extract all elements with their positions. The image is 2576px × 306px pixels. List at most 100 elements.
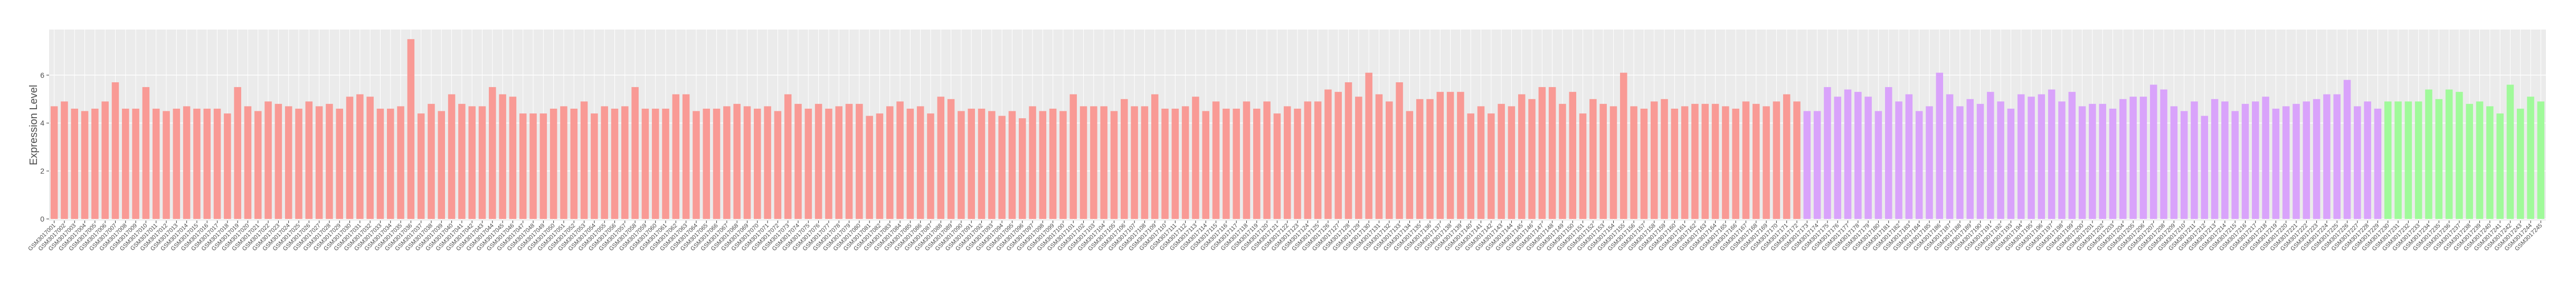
bar [693,111,700,219]
bar [1161,108,1169,219]
bar [1518,94,1526,219]
bar [1976,103,1984,219]
bar [1223,108,1230,219]
bar [591,113,598,219]
bar [906,108,914,219]
bar [1620,72,1627,219]
bar [825,108,832,219]
bar [2364,101,2371,219]
bar [376,108,384,219]
bar [1110,111,1118,219]
bar [336,108,343,219]
bar [2496,113,2504,219]
bar [662,108,669,219]
bar [1171,108,1179,219]
bar [2323,94,2331,219]
bar [2149,84,2157,219]
bar [1202,111,1210,219]
bar [2160,89,2167,219]
bar [1426,99,1434,219]
bar [1579,113,1587,219]
bar [478,106,486,219]
bar [458,103,466,219]
bar [2516,108,2524,219]
bar [1824,87,1831,219]
bar [815,103,822,219]
bar [631,87,639,219]
bar [723,106,731,219]
bar [101,101,109,219]
bar [1773,101,1781,219]
bar [1936,72,1944,219]
bar [2221,101,2229,219]
bar [397,106,404,219]
bar [1895,101,1902,219]
bar [1884,87,1892,219]
bar [315,106,323,219]
bar [2241,103,2249,219]
bar [142,87,150,219]
bar [438,111,446,219]
bar [2058,101,2066,219]
bar [264,101,272,219]
bar [856,103,863,219]
bar [1498,103,1505,219]
bar [71,108,79,219]
bar [2445,89,2453,219]
bar [1946,94,1954,219]
bar [2201,116,2209,219]
bar [1783,94,1791,219]
bar [1528,99,1536,219]
bar [91,108,99,219]
bar [743,106,751,219]
bar [621,106,629,219]
bar [978,108,986,219]
bar [1844,89,1852,219]
bar [2435,99,2443,219]
bar [1753,103,1760,219]
bar [1640,108,1648,219]
bar [1997,101,2004,219]
bar [672,94,680,219]
bar [203,108,211,219]
bar [1100,106,1107,219]
bar [1650,101,1658,219]
bar [1926,106,1933,219]
bar [835,106,842,219]
bar [183,106,191,219]
bar [2109,108,2117,219]
bar [285,106,292,219]
bar [713,108,721,219]
bar [539,113,547,219]
bar [2282,106,2290,219]
bar [1253,108,1261,219]
bar [958,111,965,219]
bar [489,87,496,219]
bar [784,94,792,219]
bar [2374,108,2382,219]
bar [1008,111,1016,219]
bar [1365,72,1372,219]
bar [2007,108,2015,219]
bar [1671,108,1679,219]
bar [1701,103,1709,219]
bar [2343,80,2351,219]
bar [1569,92,1577,219]
bar [417,113,425,219]
bar [774,111,782,219]
bar [173,108,181,219]
bar [611,108,619,219]
bar [1559,103,1566,219]
bar [2262,97,2269,219]
bar [896,101,904,219]
bar [193,108,201,219]
bar [968,108,975,219]
bar [1273,113,1281,219]
bar [163,111,170,219]
bar [988,111,996,219]
bar [937,97,945,219]
bar [1681,106,1689,219]
bar [1181,106,1189,219]
bar [1691,103,1699,219]
